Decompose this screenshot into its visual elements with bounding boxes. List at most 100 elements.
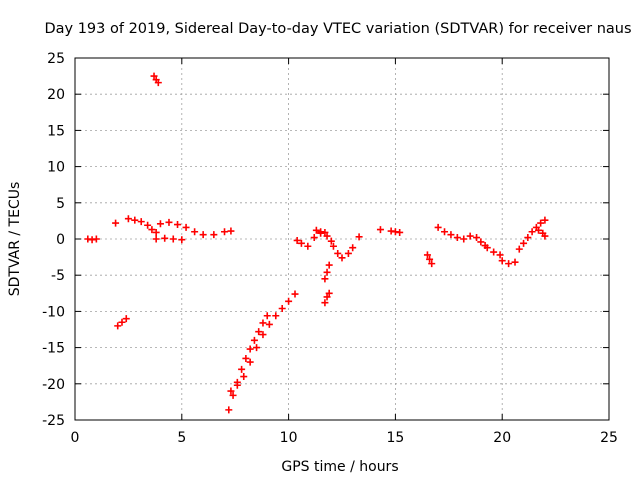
- data-point: [242, 354, 250, 362]
- x-tick-label: 10: [280, 430, 298, 446]
- data-point: [524, 234, 532, 242]
- data-point: [229, 391, 237, 399]
- data-point: [227, 387, 235, 395]
- series-arc-e: [150, 72, 162, 87]
- data-point: [152, 228, 160, 236]
- chart-title: Day 193 of 2019, Sidereal Day-to-day VTE…: [44, 21, 631, 37]
- data-point: [528, 228, 536, 236]
- data-points: [84, 72, 549, 414]
- data-point: [246, 358, 254, 366]
- series-arc-n: [329, 233, 363, 262]
- data-point: [150, 72, 158, 80]
- data-point: [349, 244, 357, 252]
- data-point: [246, 345, 254, 353]
- data-point: [240, 373, 248, 381]
- data-point: [238, 365, 246, 373]
- y-tick-label: -25: [42, 413, 65, 429]
- data-point: [278, 305, 286, 313]
- data-point: [259, 331, 267, 339]
- data-point: [114, 322, 122, 330]
- data-point: [325, 261, 333, 269]
- series-arc-c: [114, 315, 130, 330]
- data-point: [312, 226, 320, 234]
- data-point: [152, 235, 160, 243]
- data-point: [321, 275, 329, 283]
- data-point: [293, 236, 301, 244]
- data-point: [423, 251, 431, 259]
- data-point: [178, 236, 186, 244]
- y-axis-label: SDTVAR / TECUs: [7, 182, 23, 297]
- series-arc-s: [483, 244, 504, 259]
- series-arc-m: [321, 289, 333, 307]
- y-tick-label: 25: [47, 51, 65, 67]
- data-point: [453, 234, 461, 242]
- series-arc-l: [321, 261, 333, 283]
- data-point: [344, 249, 352, 257]
- data-point: [325, 289, 333, 297]
- series-arc-v: [535, 226, 549, 240]
- x-tick-label: 15: [386, 430, 404, 446]
- data-point: [396, 228, 404, 236]
- data-point: [227, 227, 235, 235]
- data-point: [426, 255, 434, 263]
- data-point: [233, 381, 241, 389]
- data-point: [323, 293, 331, 301]
- ticks-layer: 0 5 10 15 20 25 25 20 15 10 5 0 -5 -10 -15 -20 -25: [42, 51, 618, 446]
- data-point: [124, 215, 132, 223]
- data-point: [466, 232, 474, 240]
- y-tick-label: 10: [47, 160, 65, 176]
- data-point: [304, 242, 312, 250]
- data-point: [541, 232, 549, 240]
- series-arc-j: [293, 229, 335, 250]
- series-arc-o: [376, 226, 384, 234]
- data-point: [441, 228, 449, 236]
- data-point: [210, 231, 218, 239]
- data-point: [477, 238, 485, 246]
- data-point: [199, 231, 207, 239]
- data-point: [112, 219, 120, 227]
- data-point: [535, 226, 543, 234]
- data-point: [428, 260, 436, 268]
- series-arc-f: [152, 234, 186, 244]
- data-point: [434, 223, 442, 231]
- data-point: [355, 233, 363, 241]
- data-point: [221, 228, 229, 236]
- grid-layer: [75, 58, 609, 420]
- series-arc-p: [387, 227, 404, 236]
- series-arc-q: [423, 251, 436, 268]
- data-point: [156, 220, 164, 228]
- data-point: [498, 257, 506, 265]
- data-point: [321, 299, 329, 307]
- data-point: [137, 218, 145, 226]
- data-point: [272, 312, 280, 320]
- data-point: [148, 226, 156, 234]
- data-point: [174, 221, 182, 229]
- series-arc-u: [515, 216, 549, 253]
- data-point: [182, 223, 190, 231]
- x-axis-label: GPS time / hours: [281, 459, 398, 475]
- series-arc-t: [498, 257, 519, 268]
- data-point: [255, 328, 263, 336]
- data-point: [122, 315, 130, 323]
- data-point: [323, 268, 331, 276]
- data-point: [253, 344, 261, 352]
- y-tick-label: -10: [42, 304, 65, 320]
- series-arc-k: [312, 226, 329, 236]
- data-point: [505, 260, 513, 268]
- series-arc-i: [227, 290, 299, 395]
- data-point: [118, 318, 126, 326]
- data-point: [520, 239, 528, 247]
- data-point: [376, 226, 384, 234]
- data-point: [191, 228, 199, 236]
- data-point: [285, 297, 293, 305]
- data-point: [327, 237, 335, 245]
- data-point: [263, 312, 271, 320]
- data-point: [291, 290, 299, 298]
- series-arc-g: [156, 218, 235, 239]
- data-point: [496, 251, 504, 259]
- x-tick-label: 20: [493, 430, 511, 446]
- data-point: [259, 319, 267, 327]
- data-point: [297, 239, 305, 247]
- y-tick-label: 20: [47, 87, 65, 103]
